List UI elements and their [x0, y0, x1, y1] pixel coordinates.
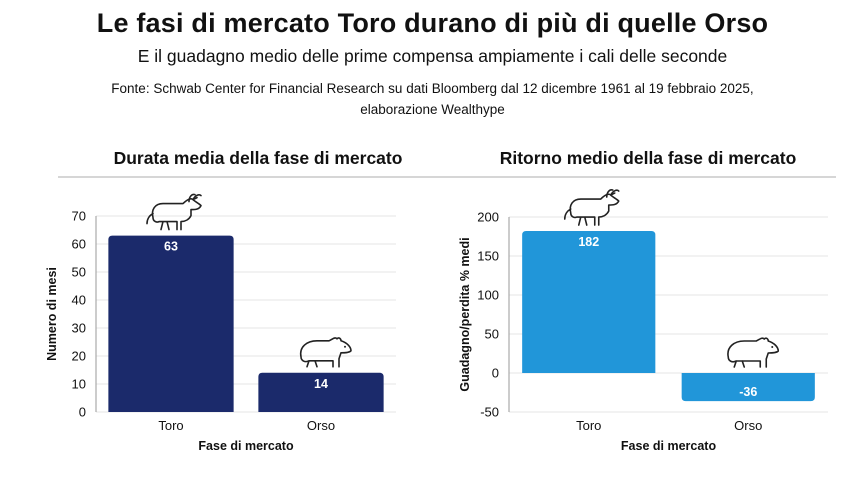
bar-orso [681, 373, 815, 402]
y-tick-label: 50 [485, 327, 499, 342]
y-tick-label: 10 [72, 377, 86, 392]
bar-orso [258, 372, 384, 412]
y-tick-label: 30 [72, 321, 86, 336]
x-tick-label: Orso [734, 418, 762, 433]
x-axis-title: Fase di mercato [621, 439, 717, 453]
bar-value-label: 63 [164, 240, 178, 254]
bar-value-label: 14 [314, 377, 328, 391]
chart-2-title: Ritorno medio della fase di mercato [499, 148, 797, 168]
y-tick-label: 0 [79, 405, 86, 420]
x-tick-label: Toro [576, 418, 601, 433]
y-tick-label: 150 [477, 249, 499, 264]
bull-icon [563, 189, 620, 226]
source-note: Fonte: Schwab Center for Financial Resea… [0, 78, 865, 120]
x-tick-label: Orso [307, 418, 335, 433]
source-line-1: Fonte: Schwab Center for Financial Resea… [111, 81, 754, 96]
y-axis-title: Numero di mesi [45, 267, 59, 361]
bear-icon [299, 337, 352, 368]
source-line-2: elaborazione Wealthype [360, 102, 505, 117]
bull-icon [146, 193, 202, 231]
bear-icon [727, 337, 780, 368]
chart-2-title-underline [448, 176, 836, 178]
x-axis-title: Fase di mercato [198, 439, 294, 453]
y-tick-label: 60 [72, 237, 86, 252]
y-tick-label: -50 [480, 405, 499, 420]
bar-toro [522, 231, 656, 373]
y-tick-label: 20 [72, 349, 86, 364]
bar-value-label: -36 [739, 385, 757, 399]
bar-toro [108, 235, 234, 412]
chart-1-title-underline [58, 176, 458, 178]
chart-1-title: Durata media della fase di mercato [113, 148, 403, 168]
y-tick-label: 200 [477, 210, 499, 225]
x-tick-label: Toro [158, 418, 183, 433]
y-tick-label: 50 [72, 265, 86, 280]
y-tick-label: 70 [72, 209, 86, 224]
bar-value-label: 182 [578, 235, 599, 249]
y-tick-label: 40 [72, 293, 86, 308]
page-title: Le fasi di mercato Toro durano di più di… [96, 8, 769, 38]
page-subtitle: E il guadagno medio delle prime compensa… [137, 46, 728, 66]
y-axis-title: Guadagno/perdita % medi [458, 237, 472, 391]
y-tick-label: 100 [477, 288, 499, 303]
y-tick-label: 0 [492, 366, 499, 381]
